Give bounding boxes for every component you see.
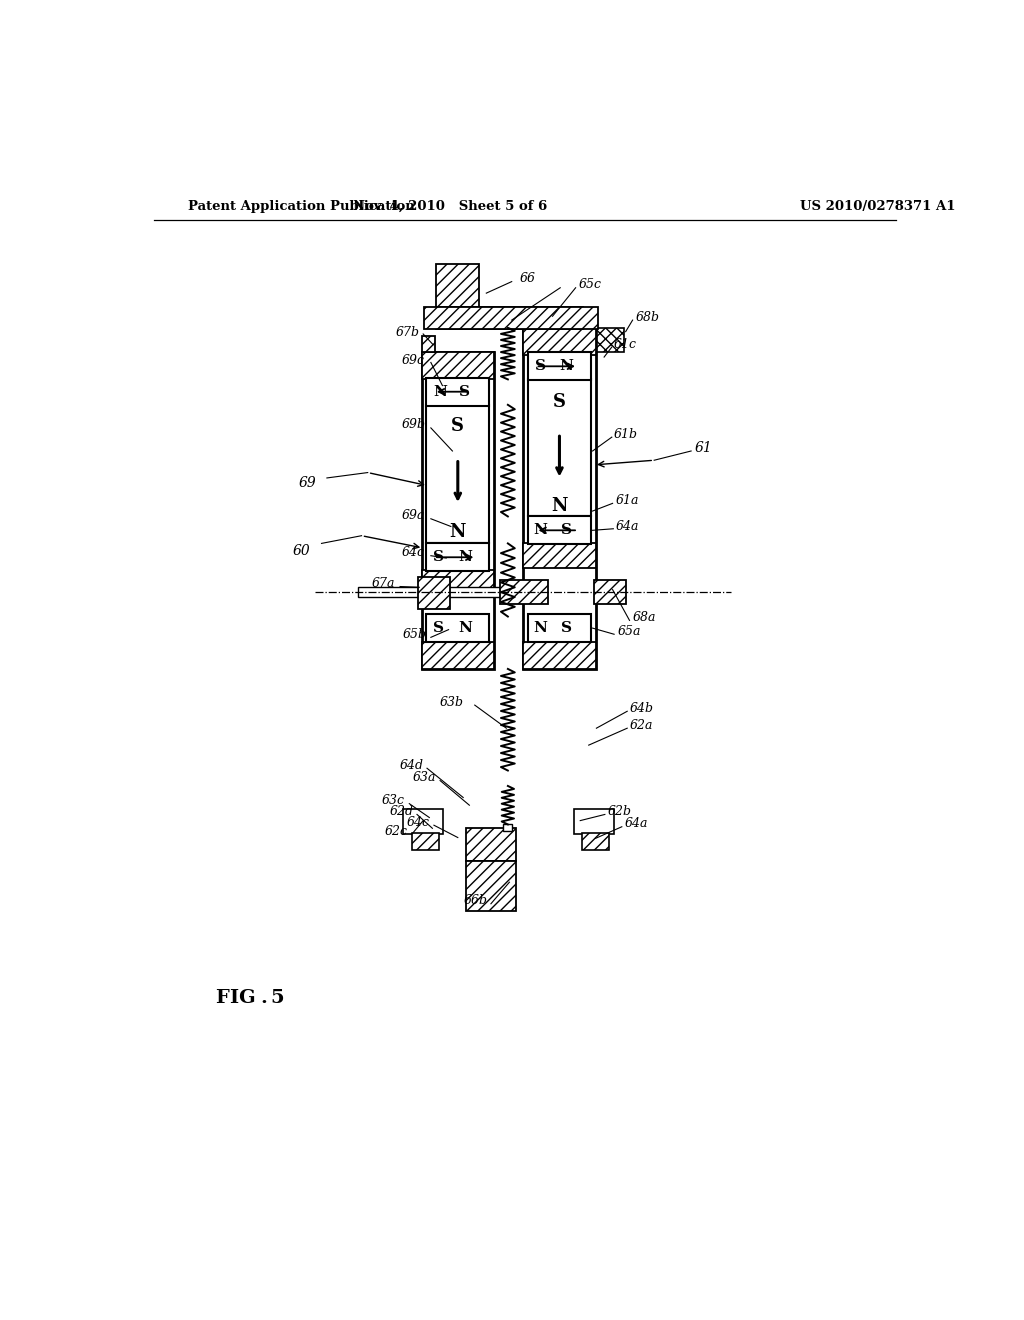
Text: 64c: 64c [401, 546, 425, 560]
Bar [422, 352, 494, 379]
Text: 68a: 68a [633, 611, 656, 624]
Text: 60: 60 [292, 544, 310, 558]
Bar [413, 833, 439, 850]
Bar [528, 614, 591, 642]
Text: 63b: 63b [440, 696, 464, 709]
Bar [403, 809, 443, 834]
Text: Nov. 4, 2010   Sheet 5 of 6: Nov. 4, 2010 Sheet 5 of 6 [353, 199, 547, 213]
Bar [528, 516, 591, 544]
Text: 69c: 69c [401, 354, 425, 367]
Bar [523, 544, 596, 568]
Bar [436, 264, 479, 308]
Bar [500, 579, 548, 605]
Text: 65b: 65b [402, 628, 426, 640]
Text: I: I [229, 989, 239, 1007]
Bar [422, 570, 494, 594]
Bar [528, 352, 591, 380]
Bar [528, 379, 591, 516]
Bar [422, 335, 435, 352]
Text: N: N [458, 622, 472, 635]
Text: N: N [450, 523, 466, 541]
Text: G: G [239, 989, 255, 1007]
Text: 61a: 61a [615, 494, 639, 507]
Bar [422, 352, 494, 669]
Text: S: S [535, 359, 546, 374]
Text: F: F [215, 989, 229, 1007]
Text: S: S [452, 417, 464, 436]
Text: 68b: 68b [636, 310, 659, 323]
Text: 61: 61 [694, 441, 712, 455]
Text: N: N [559, 359, 573, 374]
Text: 61b: 61b [614, 428, 638, 441]
Text: 5: 5 [270, 989, 285, 1007]
Text: S: S [561, 523, 571, 537]
Text: 64a: 64a [625, 817, 648, 830]
Bar [436, 308, 583, 329]
Bar [466, 829, 515, 861]
Text: 69: 69 [298, 477, 316, 490]
Text: 63c: 63c [382, 795, 404, 807]
Text: 64d: 64d [400, 759, 424, 772]
Bar [523, 642, 596, 669]
Bar [574, 809, 614, 834]
Text: N: N [534, 622, 547, 635]
Text: 64a: 64a [615, 520, 639, 533]
Text: N: N [534, 523, 547, 537]
Bar [426, 614, 489, 642]
Bar [597, 327, 625, 352]
Text: US 2010/0278371 A1: US 2010/0278371 A1 [801, 199, 956, 213]
Text: 64b: 64b [630, 702, 653, 714]
Text: N: N [433, 384, 447, 399]
Bar [426, 405, 489, 544]
Bar [594, 579, 627, 605]
Bar [582, 833, 608, 850]
Text: N: N [551, 498, 567, 515]
Text: 61c: 61c [614, 338, 637, 351]
Text: 62c: 62c [385, 825, 408, 838]
Text: 66: 66 [519, 272, 536, 285]
Bar [422, 642, 494, 669]
Bar [424, 308, 598, 329]
Bar [466, 861, 515, 911]
Text: 65a: 65a [617, 624, 641, 638]
Text: Patent Application Publication: Patent Application Publication [188, 199, 415, 213]
Text: 64c: 64c [407, 816, 429, 829]
Text: 65c: 65c [579, 279, 602, 292]
Text: 67a: 67a [372, 577, 395, 590]
Bar [418, 577, 451, 609]
Bar [357, 586, 500, 597]
Text: .: . [260, 989, 267, 1007]
Text: 67b: 67b [395, 326, 420, 339]
Bar [426, 544, 489, 572]
Text: 66b: 66b [464, 894, 488, 907]
Text: N: N [458, 550, 472, 564]
Bar [523, 327, 596, 355]
Text: S: S [553, 393, 566, 412]
Text: 62a: 62a [630, 718, 653, 731]
Text: S: S [433, 550, 444, 564]
Bar [503, 825, 512, 830]
Text: 69b: 69b [401, 418, 426, 432]
Text: 69a: 69a [401, 510, 425, 523]
Text: 62d: 62d [389, 805, 414, 818]
Text: S: S [561, 622, 571, 635]
Text: S: S [433, 622, 444, 635]
Bar [523, 327, 596, 669]
Text: S: S [459, 384, 470, 399]
Bar [426, 378, 489, 405]
Text: 63a: 63a [413, 771, 436, 784]
Text: 62b: 62b [608, 805, 632, 818]
